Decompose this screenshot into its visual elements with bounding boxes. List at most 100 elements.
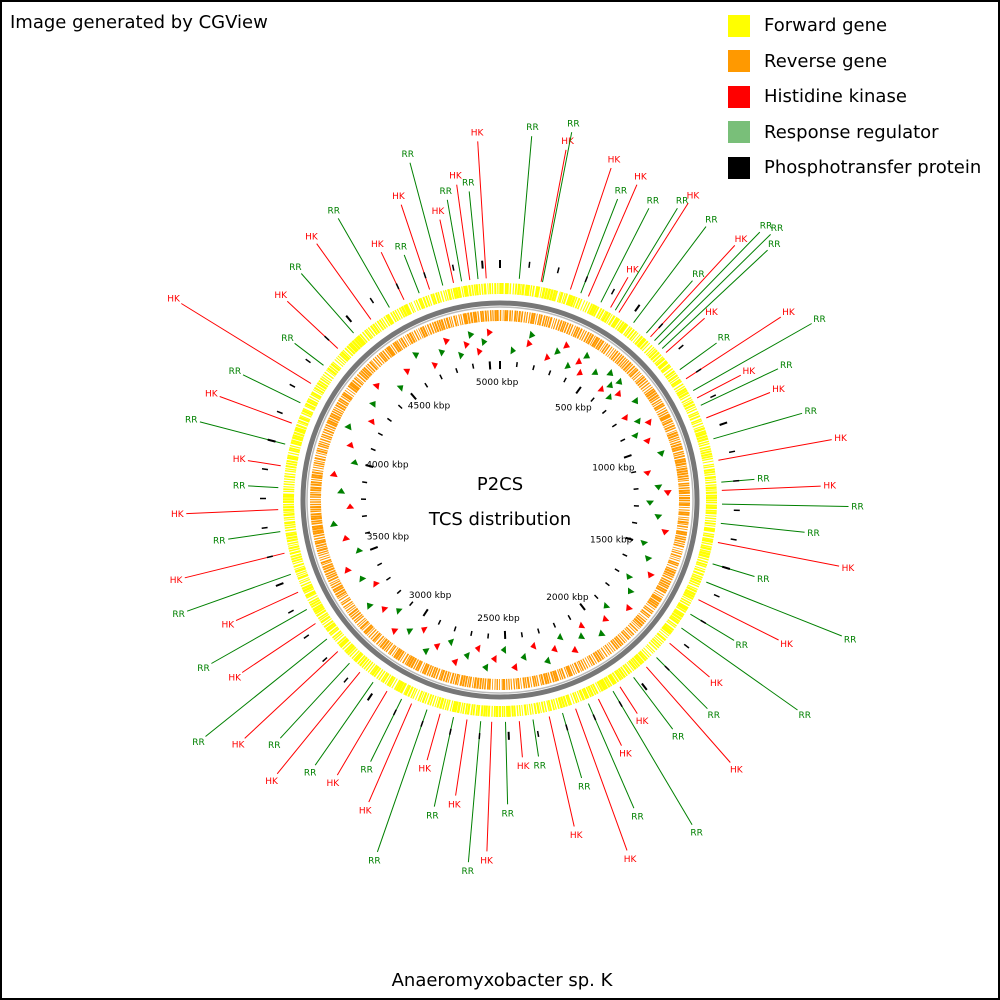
reverse-gene-mark <box>314 456 326 462</box>
forward-gene-mark <box>348 343 358 353</box>
tcs-feature-line <box>597 698 622 746</box>
forward-gene-mark <box>616 669 624 680</box>
reverse-gene-mark <box>343 391 353 400</box>
tcs-feature-line <box>409 162 444 286</box>
forward-gene-mark <box>284 520 296 525</box>
reverse-gene-mark <box>312 529 324 533</box>
reverse-gene-mark <box>636 614 647 623</box>
scale-tick <box>364 531 371 535</box>
reverse-gene-mark <box>330 412 342 420</box>
reverse-gene-mark <box>542 673 548 685</box>
reverse-gene-mark <box>372 358 382 368</box>
reverse-gene-mark <box>676 524 689 529</box>
tcs-feature-line <box>486 721 493 852</box>
reverse-gene-mark <box>517 678 521 690</box>
reverse-gene-mark <box>322 562 334 569</box>
forward-gene-mark <box>438 697 445 709</box>
reverse-gene-mark <box>358 371 369 381</box>
reverse-gene-mark <box>479 677 483 690</box>
reverse-gene-mark <box>471 677 475 689</box>
reverse-gene-mark <box>466 676 470 688</box>
forward-gene-mark <box>511 705 514 717</box>
reverse-gene-mark <box>370 360 379 369</box>
forward-gene-mark <box>319 377 330 386</box>
tcs-feature-label: RR <box>631 813 644 823</box>
forward-gene-mark <box>528 703 532 715</box>
tcs-feature-label: HK <box>624 855 638 865</box>
tcs-feature-label: RR <box>736 641 749 651</box>
scale-tick <box>622 553 628 557</box>
reverse-gene-mark <box>677 472 689 476</box>
forward-gene-mark <box>524 284 529 296</box>
scale-tick <box>631 470 637 474</box>
forward-gene-mark <box>287 541 299 545</box>
reverse-gene-mark <box>602 344 611 355</box>
forward-gene-mark <box>526 704 529 716</box>
forward-gene-mark <box>299 578 311 585</box>
forward-gene-mark <box>301 583 313 590</box>
forward-gene-mark <box>403 684 410 695</box>
tcs-feature-line <box>681 627 798 711</box>
forward-gene-mark <box>705 486 717 490</box>
forward-gene-mark <box>623 326 631 336</box>
reverse-gene-mark <box>652 400 663 408</box>
reverse-gene-mark <box>404 654 411 665</box>
tcs-arrow <box>433 643 441 651</box>
forward-gene-mark <box>678 391 690 399</box>
tcs-feature-label: RR <box>281 334 294 344</box>
forward-gene-mark <box>427 295 433 306</box>
reverse-gene-mark <box>361 368 372 378</box>
reverse-gene-mark <box>536 314 541 326</box>
forward-gene-mark <box>286 535 298 540</box>
tcs-feature-label: HK <box>418 765 432 775</box>
reverse-gene-mark <box>400 337 408 348</box>
forward-gene-mark <box>540 701 545 713</box>
reverse-gene-mark <box>533 675 538 687</box>
forward-gene-mark <box>397 681 405 693</box>
forward-gene-mark <box>541 287 546 299</box>
tcs-feature-line <box>600 208 650 303</box>
tcs-feature-line <box>679 342 717 371</box>
reverse-gene-mark <box>563 322 569 334</box>
tcs-arrow <box>391 628 399 635</box>
tcs-feature-label: HK <box>782 308 796 318</box>
reverse-gene-mark <box>338 397 350 406</box>
tcs-feature-label: HK <box>742 367 756 377</box>
tcs-feature-line <box>380 251 405 301</box>
forward-gene-mark <box>309 395 320 403</box>
forward-gene-mark <box>477 704 481 717</box>
reverse-gene-mark <box>524 677 528 689</box>
reverse-gene-mark <box>334 406 345 413</box>
scale-tick <box>455 367 459 374</box>
forward-gene-mark <box>548 289 554 301</box>
reverse-gene-mark <box>538 674 543 686</box>
forward-gene-mark <box>547 699 553 712</box>
reverse-gene-mark <box>322 564 334 571</box>
tcs-feature-line <box>368 703 413 803</box>
reverse-gene-mark <box>479 310 483 322</box>
reverse-gene-mark <box>553 670 560 682</box>
forward-gene-mark <box>285 528 297 532</box>
tcs-arrow <box>526 339 533 348</box>
reverse-gene-mark <box>616 355 625 365</box>
reverse-gene-mark <box>654 404 666 412</box>
forward-gene-mark <box>587 685 595 697</box>
forward-gene-mark <box>546 288 552 300</box>
forward-gene-mark <box>297 573 309 580</box>
tcs-arrow <box>563 341 570 349</box>
reverse-gene-mark <box>676 467 688 472</box>
reverse-gene-mark <box>413 330 420 341</box>
forward-gene-mark <box>684 588 696 596</box>
reverse-gene-ring <box>309 309 691 691</box>
reverse-gene-mark <box>678 482 690 485</box>
forward-gene-mark <box>703 526 716 531</box>
reverse-gene-mark <box>351 611 362 621</box>
outer-scale-tick <box>641 682 648 691</box>
reverse-gene-mark <box>323 567 335 574</box>
reverse-gene-mark <box>443 318 448 330</box>
forward-gene-mark <box>607 315 616 326</box>
tcs-feature-label: RR <box>757 475 770 485</box>
forward-gene-mark <box>425 295 431 307</box>
forward-gene-mark <box>295 426 307 433</box>
reverse-gene-mark <box>310 510 322 513</box>
